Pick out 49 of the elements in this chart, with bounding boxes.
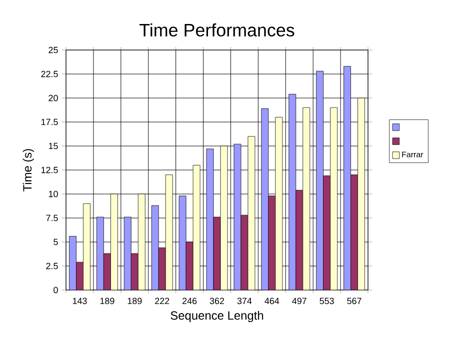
y-tick-label: 22.5 — [41, 70, 58, 78]
y-tick-label: 15 — [48, 142, 58, 150]
bar — [96, 216, 104, 290]
bar — [138, 194, 146, 290]
y-tick-label: 17.5 — [41, 118, 58, 126]
bar — [316, 70, 324, 290]
x-tick-label: 567 — [347, 298, 362, 304]
x-tick-label: 222 — [155, 298, 170, 304]
bar — [275, 117, 283, 290]
bar — [130, 253, 138, 290]
bar — [268, 196, 276, 290]
bar — [69, 236, 76, 290]
bar — [103, 253, 111, 290]
chart-title: Time Performances — [140, 23, 294, 36]
x-tick-label: 189 — [128, 298, 142, 304]
bar — [350, 174, 358, 290]
y-tick-label: 5 — [54, 238, 58, 246]
bar — [165, 174, 173, 290]
y-tick-label: 25 — [48, 46, 58, 54]
bar — [323, 176, 331, 290]
x-tick-label: 553 — [320, 298, 334, 304]
bar — [296, 190, 304, 290]
bar — [110, 194, 118, 290]
y-tick-label: 7.5 — [46, 214, 58, 222]
bar — [158, 248, 166, 290]
x-axis-title: Sequence Length — [170, 310, 264, 322]
bar — [151, 205, 159, 290]
bar — [124, 216, 132, 290]
x-tick-label: 246 — [182, 298, 197, 304]
y-tick-label: 12.5 — [41, 166, 58, 174]
bar — [83, 203, 90, 290]
bar — [330, 107, 338, 290]
bar — [288, 94, 296, 290]
x-tick-label: 497 — [292, 298, 306, 304]
bar — [344, 66, 351, 290]
y-tick-label: 20 — [48, 94, 58, 102]
bar — [261, 108, 269, 290]
bar — [76, 262, 84, 290]
x-tick-label: 143 — [72, 298, 87, 304]
bar — [358, 98, 365, 290]
y-tick-label: 0 — [54, 286, 58, 294]
y-tick-label: 2.5 — [46, 262, 58, 270]
y-tick-label: 10 — [48, 190, 58, 198]
x-tick-label: 374 — [237, 298, 252, 304]
bar — [302, 107, 310, 290]
x-tick-label: 189 — [100, 298, 114, 304]
x-tick-label: 362 — [210, 298, 224, 304]
y-axis-title: Time (s) — [22, 149, 34, 192]
x-tick-label: 464 — [264, 298, 280, 304]
